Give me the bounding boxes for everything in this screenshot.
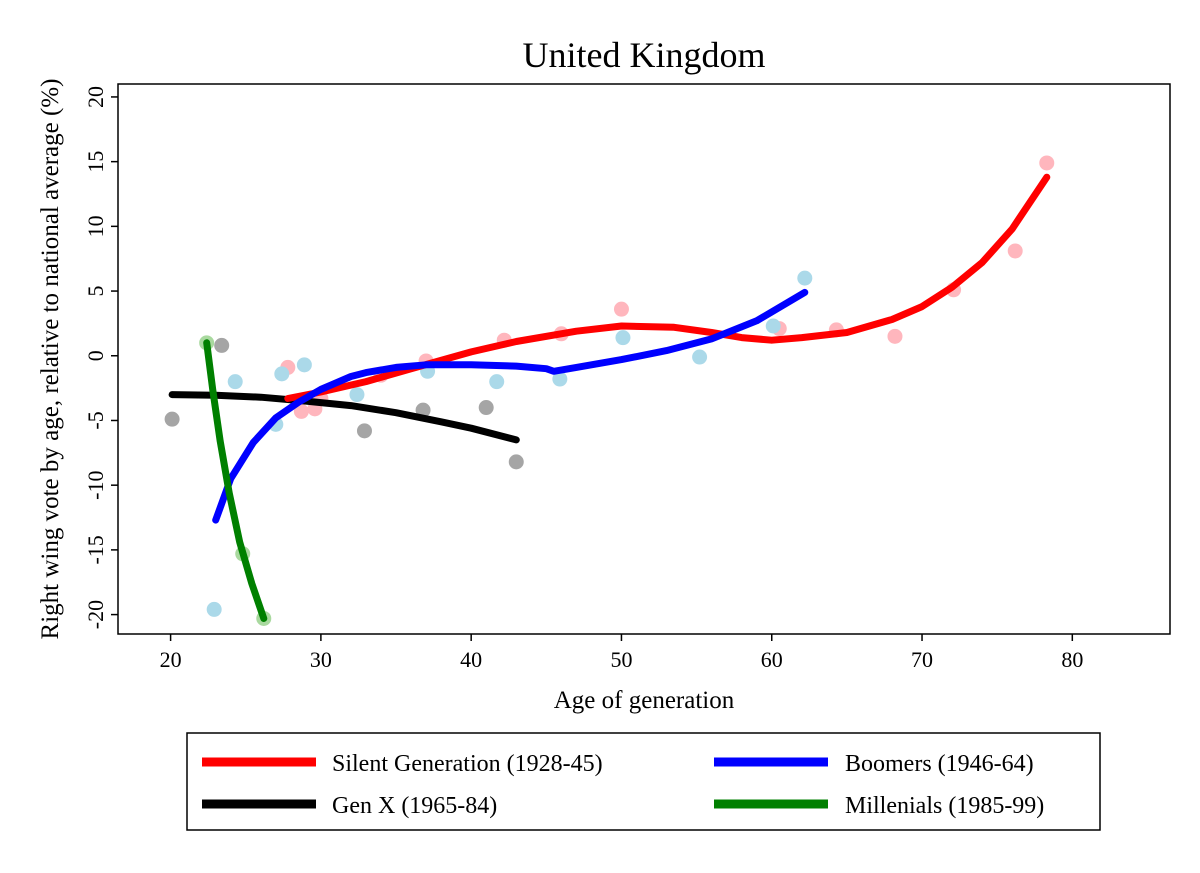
x-tick-label: 40	[460, 647, 482, 672]
x-tick-label: 20	[160, 647, 182, 672]
fit-lines	[168, 173, 1051, 622]
point-silent	[613, 301, 629, 317]
point-boomers	[797, 270, 813, 286]
legend-label-millenials: Millenials (1985-99)	[845, 793, 1044, 819]
legend-label-boomers: Boomers (1946-64)	[845, 751, 1034, 777]
point-genx	[164, 411, 180, 427]
point-genx	[508, 454, 524, 470]
fit-line-boomers	[212, 288, 809, 524]
y-tick-label: -20	[83, 600, 108, 629]
y-tick-label: 15	[83, 151, 108, 173]
point-boomers	[692, 349, 708, 365]
y-tick-label: -15	[83, 535, 108, 564]
point-genx	[356, 423, 372, 439]
chart-title: United Kingdom	[523, 35, 766, 75]
x-axis-title: Age of generation	[554, 687, 735, 714]
y-tick-label: -10	[83, 471, 108, 500]
fit-line-genx	[168, 391, 520, 444]
y-tick-label: 0	[83, 350, 108, 361]
x-axis: 20 30 40 50 60 70 80	[160, 634, 1083, 672]
legend	[186, 732, 1101, 831]
point-silent	[887, 328, 903, 344]
point-silent	[1007, 243, 1023, 259]
y-axis: -20 -15 -10 -5 0 5 10 15 20	[83, 86, 118, 629]
legend-label-silent: Silent Generation (1928-45)	[332, 751, 603, 777]
x-tick-label: 30	[310, 647, 332, 672]
point-boomers	[552, 371, 568, 387]
y-axis-title: Right wing vote by age, relative to nati…	[37, 79, 64, 640]
y-tick-label: 5	[83, 286, 108, 297]
y-tick-label: -5	[83, 411, 108, 429]
point-boomers	[274, 366, 290, 382]
point-boomers	[489, 374, 505, 390]
fit-line-millenials	[203, 339, 268, 622]
point-boomers	[765, 318, 781, 334]
x-tick-label: 50	[610, 647, 632, 672]
point-genx	[478, 400, 494, 416]
point-silent	[1039, 155, 1055, 171]
plot-frame	[117, 83, 1171, 635]
x-tick-label: 80	[1061, 647, 1083, 672]
point-boomers	[206, 601, 222, 617]
point-silent	[293, 403, 309, 419]
point-genx	[214, 337, 230, 353]
y-tick-label: 10	[83, 215, 108, 237]
point-boomers	[296, 357, 312, 373]
legend-label-genx: Gen X (1965-84)	[332, 793, 497, 819]
point-boomers	[615, 330, 631, 346]
x-tick-label: 60	[761, 647, 783, 672]
point-boomers	[349, 387, 365, 403]
x-tick-label: 70	[911, 647, 933, 672]
point-boomers	[227, 374, 243, 390]
y-tick-label: 20	[83, 86, 108, 108]
